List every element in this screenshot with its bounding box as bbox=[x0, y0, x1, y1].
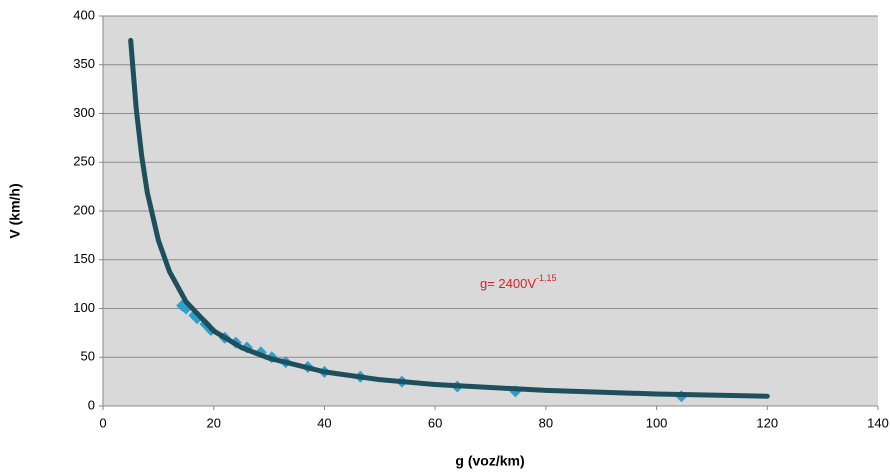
y-tick-label: 50 bbox=[81, 349, 95, 364]
y-tick-label: 200 bbox=[73, 202, 95, 217]
fit-line bbox=[128, 37, 770, 399]
y-tick-label: 150 bbox=[73, 251, 95, 266]
x-tick-label: 140 bbox=[867, 415, 889, 430]
y-tick-label: 0 bbox=[88, 397, 95, 412]
annotation-superscript: -1,15 bbox=[536, 273, 557, 283]
x-tick-label: 100 bbox=[646, 415, 668, 430]
x-tick-label: 0 bbox=[99, 415, 106, 430]
y-axis-title: V (km/h) bbox=[7, 183, 23, 238]
annotation: g= 2400V-1,15 bbox=[480, 273, 557, 291]
y-tick-label: 300 bbox=[73, 105, 95, 120]
x-tick-label: 60 bbox=[428, 415, 442, 430]
y-tick-label: 350 bbox=[73, 56, 95, 71]
x-tick-label: 80 bbox=[539, 415, 553, 430]
y-tick-label: 400 bbox=[73, 7, 95, 22]
x-axis-title: g (voz/km) bbox=[455, 453, 524, 469]
x-tick-label: 40 bbox=[317, 415, 331, 430]
x-tick-label: 20 bbox=[206, 415, 220, 430]
x-tick-label: 120 bbox=[756, 415, 778, 430]
y-tick-label: 250 bbox=[73, 154, 95, 169]
annotation-text: g= 2400V bbox=[480, 276, 536, 291]
y-tick-label: 100 bbox=[73, 300, 95, 315]
